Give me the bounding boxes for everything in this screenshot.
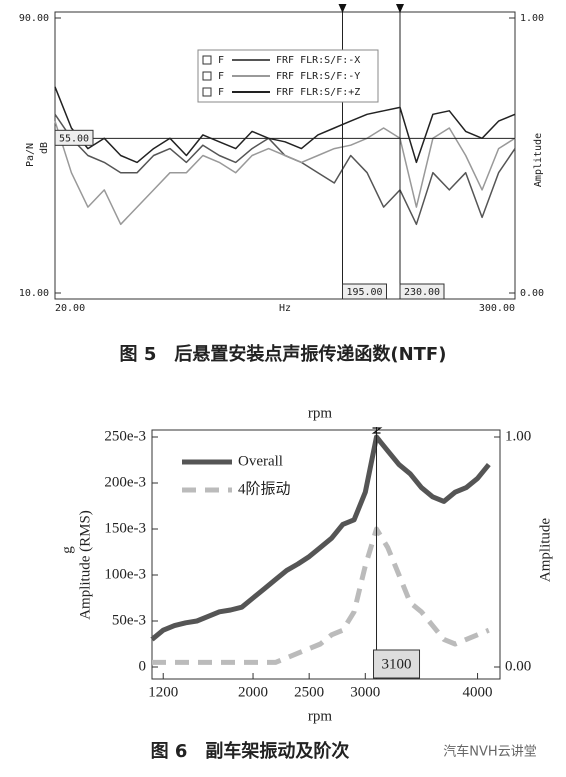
- plot-frame: [54, 11, 516, 300]
- x-tick-label: 1200: [148, 684, 178, 700]
- series-line: [54, 86, 516, 164]
- series-line: [54, 120, 516, 226]
- legend-label: FRF FLR:S/F:+Z: [276, 87, 360, 98]
- x-axis-label: Hz: [279, 303, 291, 314]
- legend-label: Overall: [238, 453, 283, 469]
- legend-box: [197, 49, 379, 103]
- y-tick-label: 90.00: [19, 13, 49, 24]
- legend-label: FRF FLR:S/F:-X: [276, 55, 360, 66]
- y2-axis-label: Amplitude: [537, 518, 553, 583]
- y-tick-label: 10.00: [19, 288, 49, 299]
- y2-tick-label: 0.00: [520, 288, 544, 299]
- legend-prefix: F: [218, 87, 224, 98]
- cursor-label: 195.00: [346, 287, 382, 298]
- legend-check: [202, 87, 212, 97]
- legend-check: [202, 71, 212, 81]
- cursor-label-box: [373, 649, 421, 679]
- cursor-label-box: [399, 283, 445, 300]
- y-axis-label: Amplitude (RMS): [77, 510, 93, 620]
- cursor-marker: [371, 427, 383, 434]
- caption: 图 6 副车架振动及阶次: [151, 740, 350, 762]
- legend-check: [202, 55, 212, 65]
- caption: 图 5 后悬置安装点声振传递函数(NTF): [120, 343, 447, 365]
- watermark: 汽车NVH云讲堂: [443, 744, 536, 760]
- cursor-label: 3100: [382, 656, 412, 672]
- y-axis-unit: g: [59, 546, 75, 554]
- x-tick-label: 2500: [294, 684, 324, 700]
- series-line: [150, 434, 491, 642]
- y-tick-label: 150e-3: [104, 520, 146, 536]
- y2-tick-label: 1.00: [520, 13, 544, 24]
- x-tick-label: 3000: [350, 684, 380, 700]
- cursor-marker: [396, 4, 404, 13]
- y2-tick-label: 1.00: [505, 428, 531, 444]
- x-tick-label: 4000: [463, 684, 493, 700]
- x-tick-label: 2000: [238, 684, 268, 700]
- y-tick-label: 250e-3: [104, 428, 146, 444]
- y-axis-label: Pa/N: [25, 143, 36, 167]
- y2-axis-label: Amplitude: [533, 133, 544, 187]
- y-tick-label: 100e-3: [104, 566, 146, 582]
- x-axis-label: rpm: [308, 708, 332, 724]
- legend-prefix: F: [218, 55, 224, 66]
- series-line: [152, 526, 490, 665]
- legend-label: 4阶振动: [238, 480, 291, 497]
- h-cursor-label: 55.00: [59, 133, 89, 144]
- y2-tick-label: 0.00: [505, 658, 531, 674]
- legend-label: FRF FLR:S/F:-Y: [276, 71, 360, 82]
- x-tick-label: 20.00: [55, 303, 85, 314]
- cursor-marker: [338, 4, 347, 13]
- plot-frame: [151, 429, 501, 680]
- h-cursor-box: [54, 129, 94, 146]
- top-label: rpm: [308, 405, 332, 421]
- y-axis-unit: dB: [39, 142, 50, 154]
- y-tick-label: 0: [139, 658, 147, 674]
- y-tick-label: 50e-3: [112, 612, 146, 628]
- legend-prefix: F: [218, 71, 224, 82]
- y-tick-label: 200e-3: [104, 474, 146, 490]
- x-tick-label: 300.00: [479, 303, 515, 314]
- cursor-label-box: [342, 283, 387, 300]
- cursor-label: 230.00: [404, 287, 440, 298]
